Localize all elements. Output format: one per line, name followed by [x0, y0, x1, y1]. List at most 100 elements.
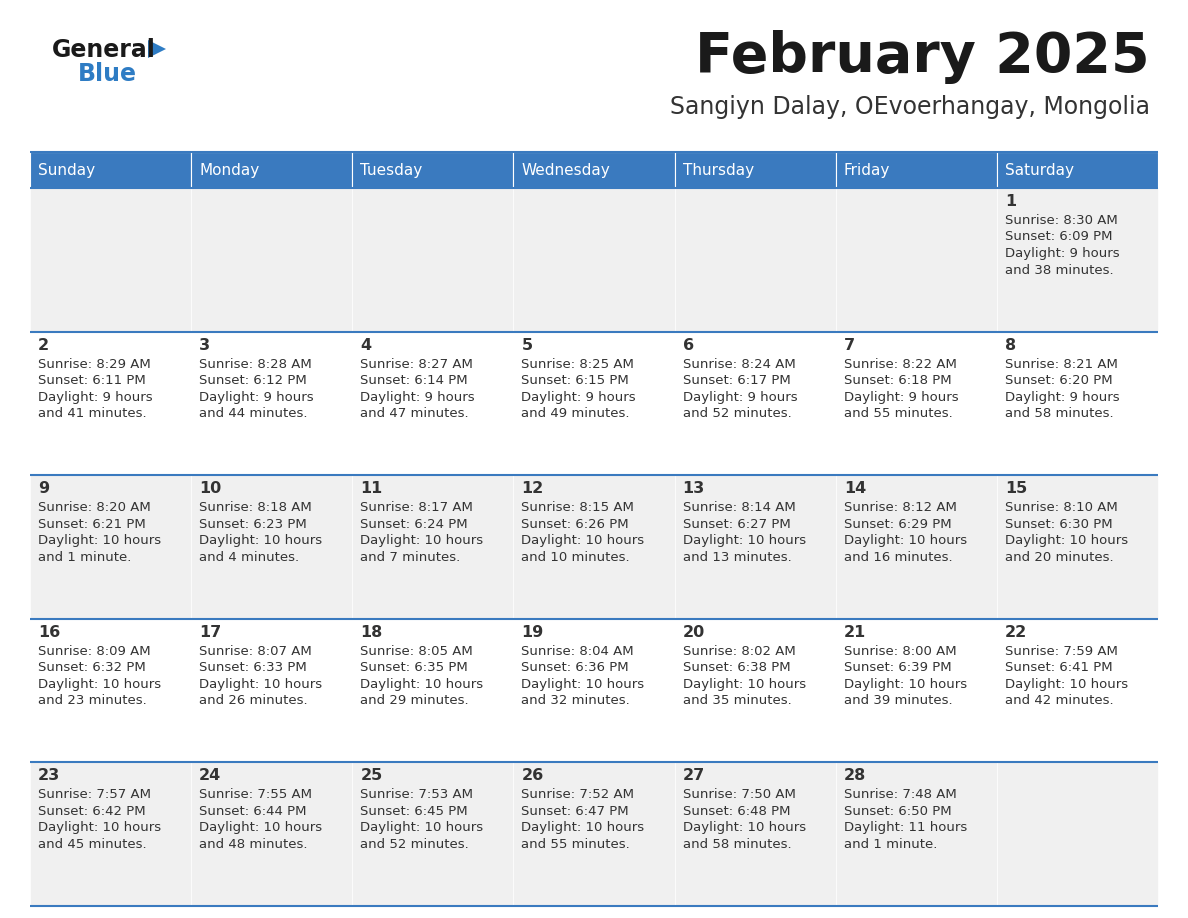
Bar: [675, 188, 835, 331]
Bar: [675, 331, 835, 476]
Text: Daylight: 9 hours: Daylight: 9 hours: [683, 390, 797, 404]
Text: February 2025: February 2025: [695, 30, 1150, 84]
Bar: [513, 476, 675, 619]
Bar: [835, 188, 997, 331]
Text: Sangiyn Dalay, OEvoerhangay, Mongolia: Sangiyn Dalay, OEvoerhangay, Mongolia: [670, 95, 1150, 119]
Text: Daylight: 10 hours: Daylight: 10 hours: [38, 677, 162, 691]
Text: and 55 minutes.: and 55 minutes.: [843, 407, 953, 420]
Text: Sunrise: 8:30 AM: Sunrise: 8:30 AM: [1005, 214, 1118, 227]
Text: Daylight: 10 hours: Daylight: 10 hours: [843, 534, 967, 547]
Text: Sunrise: 8:24 AM: Sunrise: 8:24 AM: [683, 358, 795, 371]
Bar: [513, 152, 675, 188]
Text: Sunset: 6:38 PM: Sunset: 6:38 PM: [683, 661, 790, 675]
Text: and 55 minutes.: and 55 minutes.: [522, 838, 630, 851]
Text: Sunrise: 8:25 AM: Sunrise: 8:25 AM: [522, 358, 634, 371]
Bar: [513, 619, 675, 763]
Bar: [30, 152, 191, 188]
Bar: [997, 476, 1158, 619]
Text: Sunset: 6:41 PM: Sunset: 6:41 PM: [1005, 661, 1112, 675]
Text: Daylight: 9 hours: Daylight: 9 hours: [522, 390, 636, 404]
Text: and 45 minutes.: and 45 minutes.: [38, 838, 146, 851]
Text: Sunset: 6:32 PM: Sunset: 6:32 PM: [38, 661, 146, 675]
Bar: [353, 152, 513, 188]
Text: Sunrise: 8:27 AM: Sunrise: 8:27 AM: [360, 358, 473, 371]
Bar: [353, 476, 513, 619]
Text: 22: 22: [1005, 625, 1028, 640]
Text: Daylight: 10 hours: Daylight: 10 hours: [360, 677, 484, 691]
Text: Sunset: 6:42 PM: Sunset: 6:42 PM: [38, 805, 146, 818]
Text: Thursday: Thursday: [683, 162, 753, 177]
Bar: [835, 763, 997, 906]
Text: 2: 2: [38, 338, 49, 353]
Text: Sunrise: 8:10 AM: Sunrise: 8:10 AM: [1005, 501, 1118, 514]
Bar: [997, 331, 1158, 476]
Text: 12: 12: [522, 481, 544, 497]
Text: and 1 minute.: and 1 minute.: [843, 838, 937, 851]
Text: and 16 minutes.: and 16 minutes.: [843, 551, 953, 564]
Text: Daylight: 10 hours: Daylight: 10 hours: [360, 534, 484, 547]
Text: Daylight: 10 hours: Daylight: 10 hours: [683, 677, 805, 691]
Text: Sunset: 6:12 PM: Sunset: 6:12 PM: [200, 375, 307, 387]
Text: Sunrise: 7:59 AM: Sunrise: 7:59 AM: [1005, 644, 1118, 658]
Text: Sunrise: 8:12 AM: Sunrise: 8:12 AM: [843, 501, 956, 514]
Text: Sunrise: 8:15 AM: Sunrise: 8:15 AM: [522, 501, 634, 514]
Text: 15: 15: [1005, 481, 1028, 497]
Text: 3: 3: [200, 338, 210, 353]
Text: Monday: Monday: [200, 162, 259, 177]
Text: Daylight: 10 hours: Daylight: 10 hours: [1005, 534, 1127, 547]
Text: 18: 18: [360, 625, 383, 640]
Text: Saturday: Saturday: [1005, 162, 1074, 177]
Text: Sunrise: 7:50 AM: Sunrise: 7:50 AM: [683, 789, 796, 801]
Bar: [30, 763, 191, 906]
Text: 7: 7: [843, 338, 855, 353]
Text: 8: 8: [1005, 338, 1016, 353]
Text: and 7 minutes.: and 7 minutes.: [360, 551, 461, 564]
Text: Daylight: 9 hours: Daylight: 9 hours: [38, 390, 152, 404]
Text: and 13 minutes.: and 13 minutes.: [683, 551, 791, 564]
Text: and 39 minutes.: and 39 minutes.: [843, 694, 953, 707]
Text: Wednesday: Wednesday: [522, 162, 611, 177]
Bar: [835, 619, 997, 763]
Text: and 32 minutes.: and 32 minutes.: [522, 694, 630, 707]
Text: Sunset: 6:24 PM: Sunset: 6:24 PM: [360, 518, 468, 531]
Text: Daylight: 10 hours: Daylight: 10 hours: [200, 534, 322, 547]
Text: Sunrise: 8:02 AM: Sunrise: 8:02 AM: [683, 644, 795, 658]
Text: General: General: [52, 38, 156, 62]
Text: and 23 minutes.: and 23 minutes.: [38, 694, 147, 707]
Text: Sunrise: 8:14 AM: Sunrise: 8:14 AM: [683, 501, 795, 514]
Text: Sunrise: 8:17 AM: Sunrise: 8:17 AM: [360, 501, 473, 514]
Bar: [191, 619, 353, 763]
Text: Sunrise: 7:52 AM: Sunrise: 7:52 AM: [522, 789, 634, 801]
Bar: [675, 476, 835, 619]
Text: Sunrise: 8:22 AM: Sunrise: 8:22 AM: [843, 358, 956, 371]
Bar: [353, 763, 513, 906]
Polygon shape: [148, 40, 166, 58]
Text: Sunset: 6:30 PM: Sunset: 6:30 PM: [1005, 518, 1112, 531]
Text: Daylight: 10 hours: Daylight: 10 hours: [200, 822, 322, 834]
Text: Sunset: 6:29 PM: Sunset: 6:29 PM: [843, 518, 952, 531]
Text: 20: 20: [683, 625, 704, 640]
Text: Sunrise: 7:48 AM: Sunrise: 7:48 AM: [843, 789, 956, 801]
Text: 25: 25: [360, 768, 383, 783]
Text: and 26 minutes.: and 26 minutes.: [200, 694, 308, 707]
Bar: [997, 152, 1158, 188]
Text: 21: 21: [843, 625, 866, 640]
Bar: [30, 476, 191, 619]
Text: Sunset: 6:17 PM: Sunset: 6:17 PM: [683, 375, 790, 387]
Text: 23: 23: [38, 768, 61, 783]
Text: Sunrise: 8:09 AM: Sunrise: 8:09 AM: [38, 644, 151, 658]
Text: and 38 minutes.: and 38 minutes.: [1005, 263, 1113, 276]
Text: Sunset: 6:33 PM: Sunset: 6:33 PM: [200, 661, 307, 675]
Text: Sunset: 6:27 PM: Sunset: 6:27 PM: [683, 518, 790, 531]
Text: Daylight: 10 hours: Daylight: 10 hours: [38, 534, 162, 547]
Text: Daylight: 10 hours: Daylight: 10 hours: [522, 677, 645, 691]
Text: 14: 14: [843, 481, 866, 497]
Text: Daylight: 9 hours: Daylight: 9 hours: [1005, 247, 1119, 260]
Text: 28: 28: [843, 768, 866, 783]
Text: Sunrise: 8:21 AM: Sunrise: 8:21 AM: [1005, 358, 1118, 371]
Text: and 42 minutes.: and 42 minutes.: [1005, 694, 1113, 707]
Bar: [191, 763, 353, 906]
Bar: [30, 331, 191, 476]
Text: Daylight: 10 hours: Daylight: 10 hours: [200, 677, 322, 691]
Text: Daylight: 9 hours: Daylight: 9 hours: [200, 390, 314, 404]
